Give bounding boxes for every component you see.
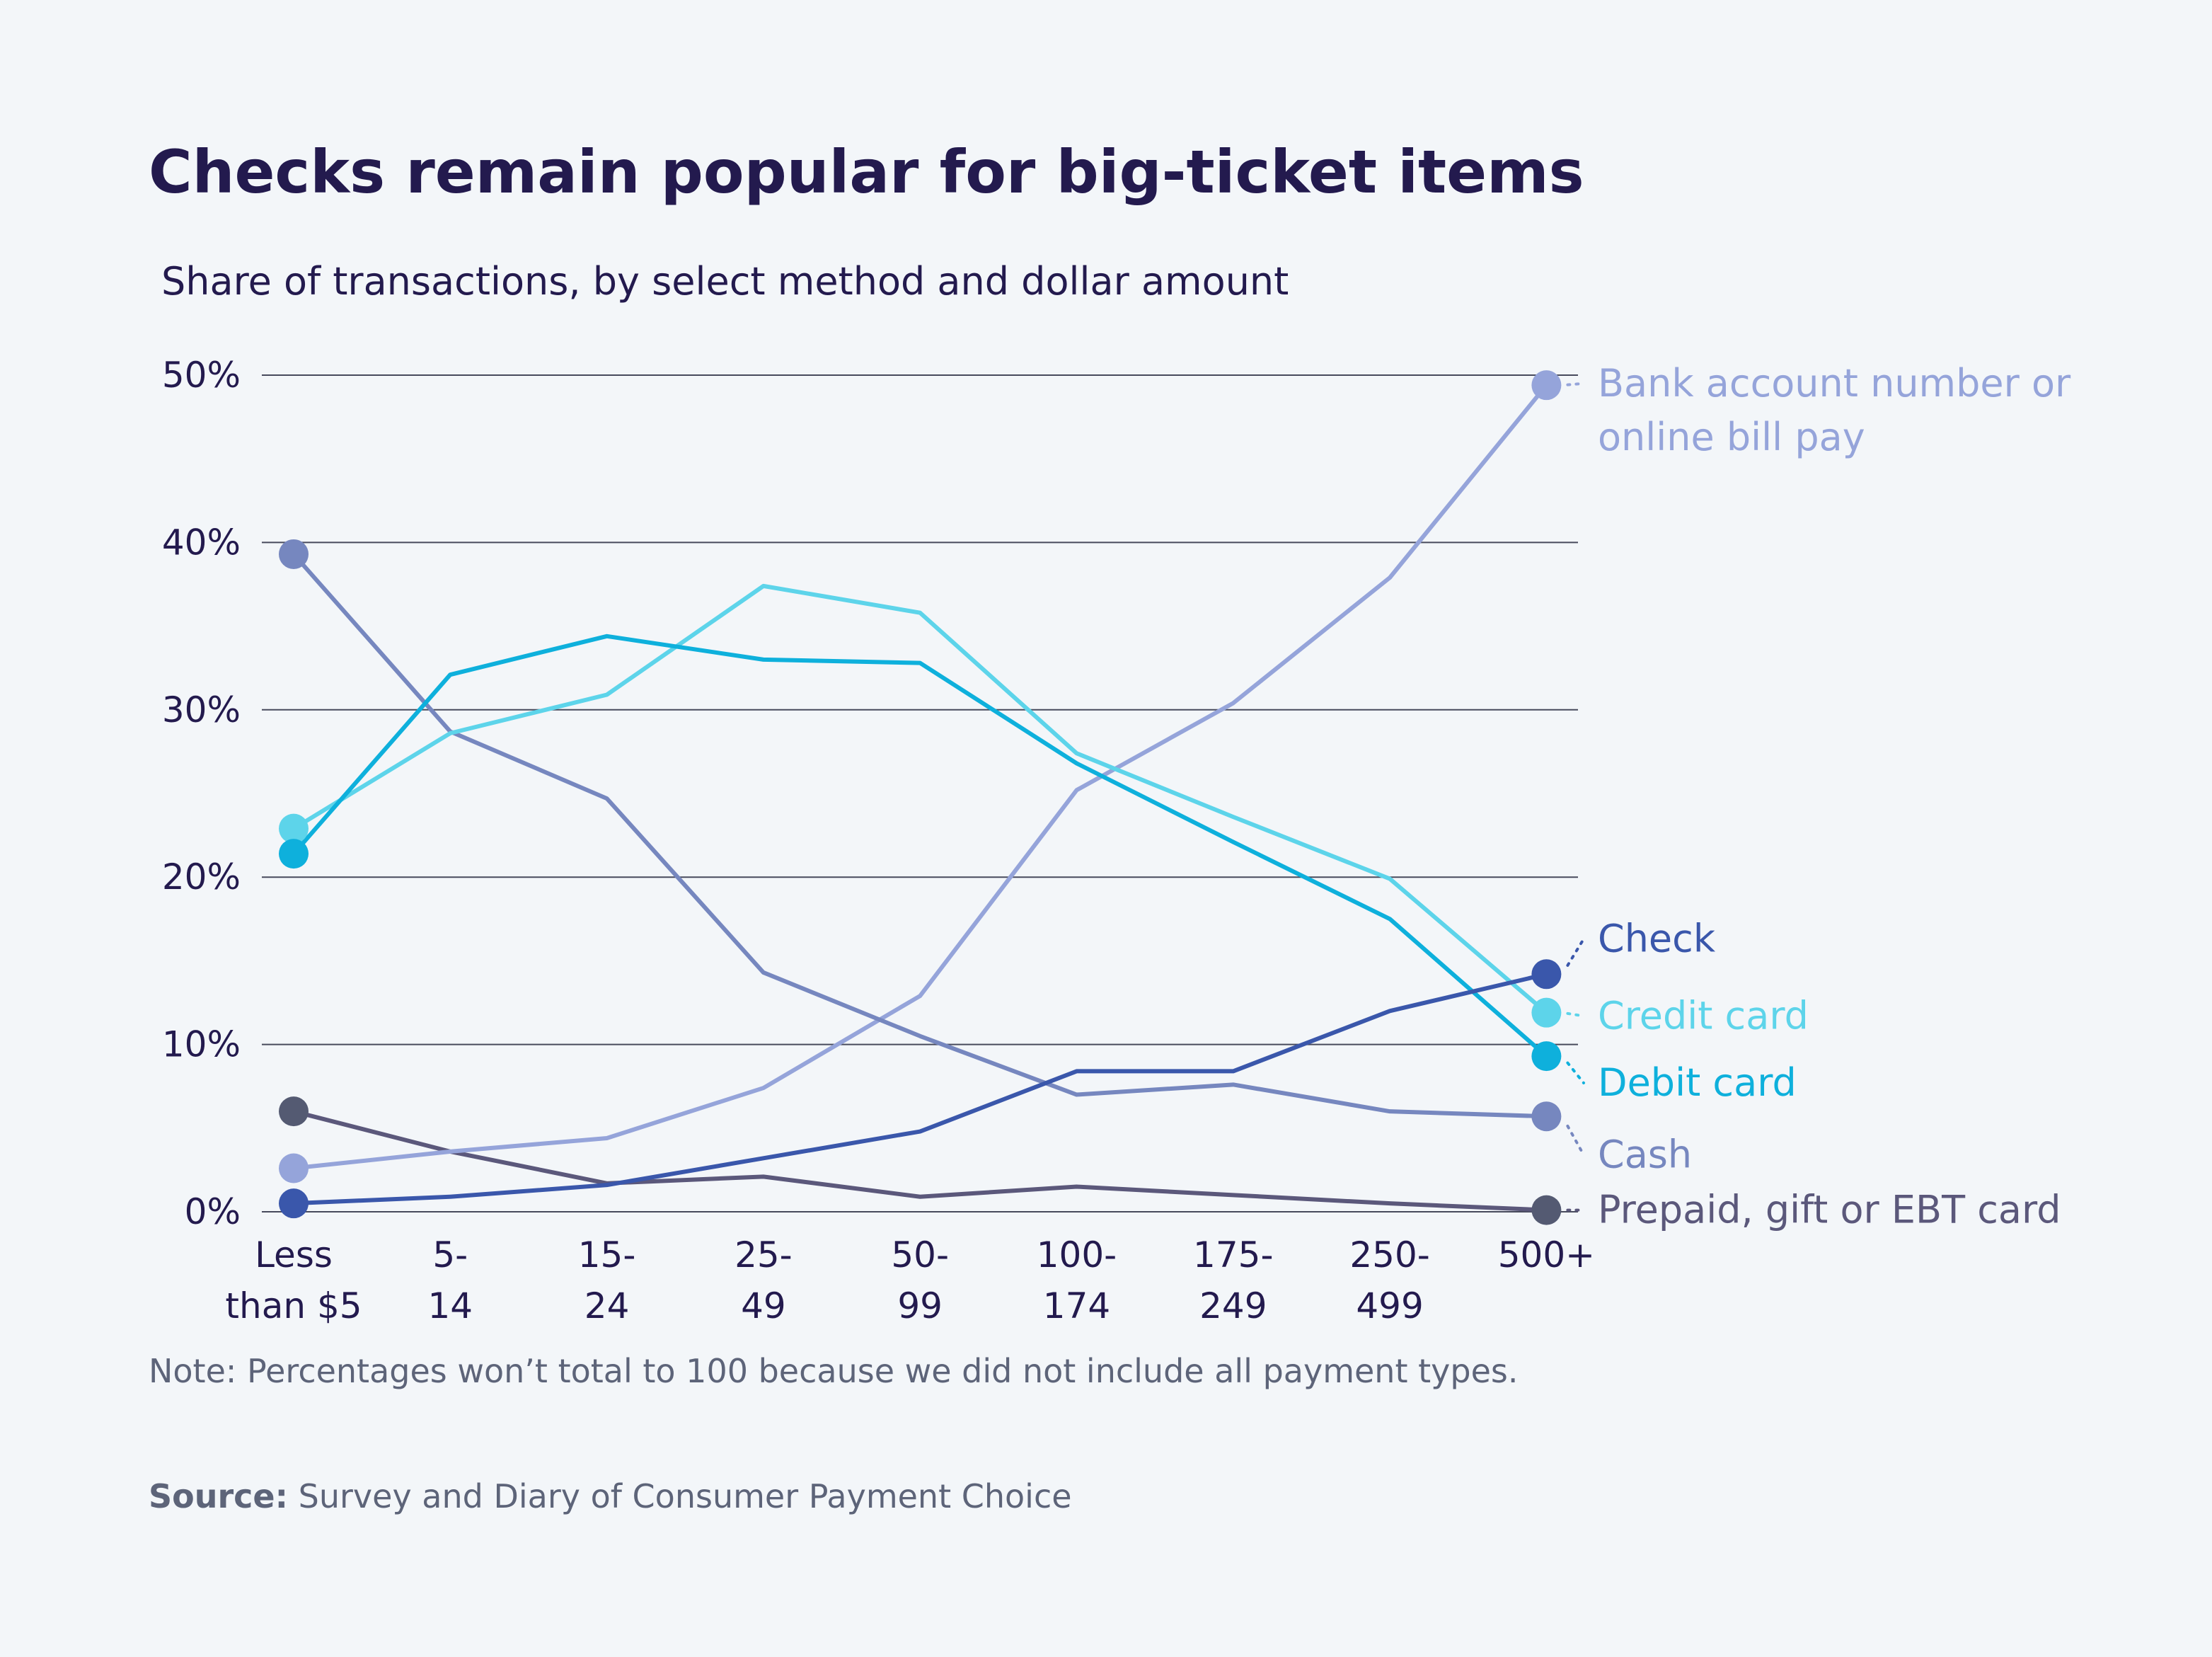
leader-check	[1566, 937, 1585, 967]
leader-credit-card	[1566, 1011, 1585, 1018]
y-tick-label-10: 10%	[162, 1024, 241, 1065]
series-line-cash	[292, 551, 1549, 1119]
x-tick-label-4: 50-99	[891, 1234, 949, 1326]
series-label-bank-account-number-or-online-bill-pay: Bank account number or online bill pay	[1598, 361, 2071, 459]
leader-debit-card	[1566, 1061, 1585, 1084]
y-tick-label-30: 30%	[162, 689, 241, 730]
leader-cash	[1566, 1124, 1585, 1157]
x-tick-line: 99	[897, 1285, 943, 1326]
x-tick-line: 50-	[891, 1234, 949, 1275]
x-tick-label-8: 500+	[1498, 1234, 1595, 1275]
x-tick-line: 49	[741, 1285, 786, 1326]
x-tick-label-7: 250- 499	[1349, 1234, 1429, 1326]
series-markers	[279, 370, 1562, 1225]
marker-check-8	[1531, 959, 1562, 990]
marker-debit-card-0	[279, 839, 309, 869]
gridlines	[262, 374, 1578, 1212]
y-tick-label-0: 0%	[185, 1191, 241, 1232]
x-tick-label-3: 25-49	[735, 1234, 793, 1326]
y-tick-label-20: 20%	[162, 856, 241, 898]
marker-bank-account-number-or-online-bill-pay-8	[1531, 370, 1562, 401]
series-label-debit-card: Debit card	[1598, 1060, 1797, 1105]
x-tick-line: 15-	[578, 1234, 636, 1275]
x-tick-line: 499	[1356, 1285, 1423, 1326]
series-line-bank-account-number-or-online-bill-pay	[292, 383, 1549, 1171]
y-tick-label-50: 50%	[162, 355, 241, 396]
series-label-line: Cash	[1598, 1133, 1692, 1177]
x-tick-label-2: 15-24	[578, 1234, 636, 1326]
x-tick-label-6: 175- 249	[1193, 1234, 1273, 1326]
series-label-line: Prepaid, gift or EBT card	[1598, 1188, 2061, 1232]
series-line-credit-card	[292, 583, 1549, 1015]
marker-cash-8	[1531, 1101, 1562, 1132]
y-tick-label-40: 40%	[162, 522, 241, 563]
x-tick-line: 25-	[735, 1234, 793, 1275]
series-label-cash: Cash	[1598, 1133, 1692, 1177]
x-tick-line: 24	[584, 1285, 630, 1326]
chart-note: Note: Percentages won’t total to 100 bec…	[149, 1352, 1518, 1390]
x-tick-line: 5-	[432, 1234, 468, 1275]
marker-bank-account-number-or-online-bill-pay-0	[279, 1153, 309, 1183]
series-label-check: Check	[1598, 917, 1716, 961]
series-label-line: Check	[1598, 917, 1716, 961]
x-tick-line: 174	[1043, 1285, 1110, 1326]
series-label-line: online bill pay	[1598, 415, 1865, 459]
series-lines	[292, 383, 1549, 1212]
x-tick-label-5: 100- 174	[1037, 1234, 1117, 1326]
marker-credit-card-8	[1531, 997, 1562, 1028]
marker-prepaid-gift-or-ebt-card-0	[279, 1096, 309, 1127]
marker-credit-card-0	[279, 813, 309, 844]
series-label-line: Debit card	[1598, 1060, 1797, 1105]
series-label-prepaid-gift-or-ebt-card: Prepaid, gift or EBT card	[1598, 1188, 2061, 1232]
x-tick-line: 249	[1199, 1285, 1267, 1326]
series-line-debit-card	[292, 633, 1549, 1059]
x-axis-ticks: Less than $55-1415-2425-4950-99100-174175…	[225, 1234, 1595, 1326]
marker-cash-0	[279, 539, 309, 569]
series-line-check	[292, 972, 1549, 1206]
series-label-line: Credit card	[1598, 993, 1809, 1038]
x-tick-line: 14	[427, 1285, 473, 1326]
source-text: Survey and Diary of Consumer Payment Cho…	[288, 1477, 1072, 1515]
marker-debit-card-8	[1531, 1041, 1562, 1072]
source-label: Source:	[149, 1477, 288, 1515]
x-tick-line: 100-	[1037, 1234, 1117, 1275]
x-tick-line: 175-	[1193, 1234, 1273, 1275]
chart-title: Checks remain popular for big-ticket ite…	[149, 137, 1584, 207]
series-label-credit-card: Credit card	[1598, 993, 1809, 1038]
chart-source: Source: Survey and Diary of Consumer Pay…	[149, 1477, 1072, 1515]
x-tick-line: Less	[255, 1234, 333, 1275]
chart-subtitle: Share of transactions, by select method …	[161, 259, 1289, 304]
marker-check-0	[279, 1188, 309, 1219]
y-axis-ticks: 0% 10% 20% 30% 40% 50%	[162, 355, 241, 1232]
series-label-line: Bank account number or	[1598, 361, 2071, 406]
series-line-prepaid-gift-or-ebt-card	[292, 1109, 1549, 1212]
series-labels: Prepaid, gift or EBT card Bank account nu…	[1566, 361, 2071, 1232]
x-tick-line: 500+	[1498, 1234, 1595, 1275]
x-tick-line: 250-	[1349, 1234, 1429, 1275]
x-tick-label-0: Less than $5	[225, 1234, 362, 1326]
x-tick-line: than $5	[225, 1285, 362, 1326]
leader-bank-account-number-or-online-bill-pay	[1566, 382, 1585, 386]
x-tick-label-1: 5-14	[427, 1234, 473, 1326]
marker-prepaid-gift-or-ebt-card-8	[1531, 1195, 1562, 1225]
